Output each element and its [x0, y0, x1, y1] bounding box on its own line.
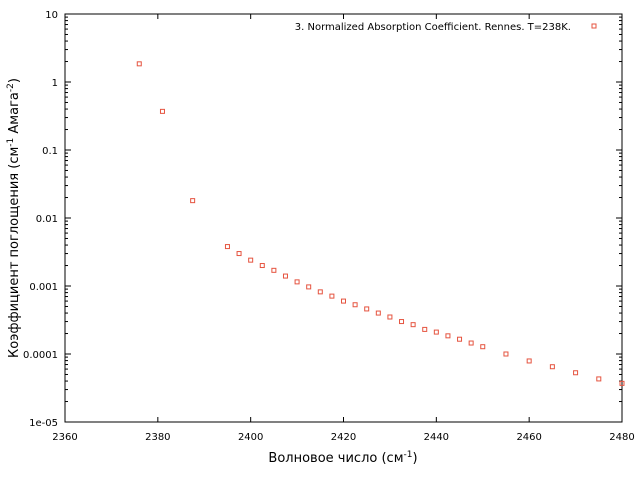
data-point	[422, 326, 428, 332]
x-tick-label: 2420	[331, 432, 356, 443]
data-point	[619, 380, 625, 386]
x-tick-label: 2460	[516, 432, 541, 443]
data-point	[468, 340, 474, 346]
y-tick-label: 1	[52, 78, 58, 89]
plot-border	[64, 13, 623, 423]
data-point	[433, 329, 439, 335]
data-point	[526, 358, 532, 364]
y-tick-label: 0.001	[29, 282, 58, 293]
x-tick-label: 2380	[145, 432, 170, 443]
y-tick-label: 10	[45, 10, 58, 21]
data-point	[399, 319, 405, 325]
data-point	[259, 263, 265, 269]
data-point	[364, 306, 370, 312]
data-points	[136, 61, 625, 386]
x-tick-label: 2400	[238, 432, 263, 443]
data-point	[282, 273, 288, 279]
plot-frame	[64, 13, 623, 423]
data-point	[457, 336, 463, 342]
data-point	[410, 322, 416, 328]
data-point	[352, 302, 358, 308]
data-point	[596, 376, 602, 382]
data-point	[341, 298, 346, 304]
y-tick-label: 0.0001	[23, 350, 58, 361]
data-point	[236, 251, 242, 257]
x-tick-label: 2360	[52, 432, 77, 443]
legend-entry-label: 3. Normalized Absorption Coefficient. Re…	[295, 22, 571, 33]
data-point	[329, 293, 335, 299]
data-point	[503, 351, 509, 357]
x-tick-label: 2440	[424, 432, 449, 443]
data-point	[549, 364, 555, 370]
data-point	[375, 310, 381, 316]
data-point	[190, 198, 196, 204]
x-axis-label: Волновое число (см-1)	[268, 450, 417, 466]
y-tick-label: 0.1	[42, 146, 58, 157]
data-point	[573, 370, 579, 376]
legend: 3. Normalized Absorption Coefficient. Re…	[295, 22, 597, 33]
legend-marker	[591, 23, 597, 29]
data-point	[271, 267, 277, 273]
data-point	[445, 333, 451, 339]
data-point	[136, 61, 142, 67]
x-tick-label: 2480	[609, 432, 634, 443]
data-point	[317, 289, 323, 295]
y-tick-label: 0.01	[36, 214, 58, 225]
data-point	[306, 284, 312, 290]
data-point	[224, 244, 230, 250]
data-point	[294, 279, 300, 285]
data-point	[248, 257, 254, 263]
y-axis-ticks: 1e-05 0.0001 0.001 0.01 0.1 1 10	[23, 10, 622, 429]
y-tick-label: 1e-05	[29, 418, 58, 429]
x-axis-ticks: 2360 2380 2400 2420 2440 2460 2480	[52, 14, 635, 443]
y-axis-label: Коэффициент поглощения (см-1 Амага-2)	[6, 78, 22, 358]
data-point	[159, 108, 165, 114]
data-point	[387, 314, 393, 320]
data-point	[480, 344, 486, 350]
